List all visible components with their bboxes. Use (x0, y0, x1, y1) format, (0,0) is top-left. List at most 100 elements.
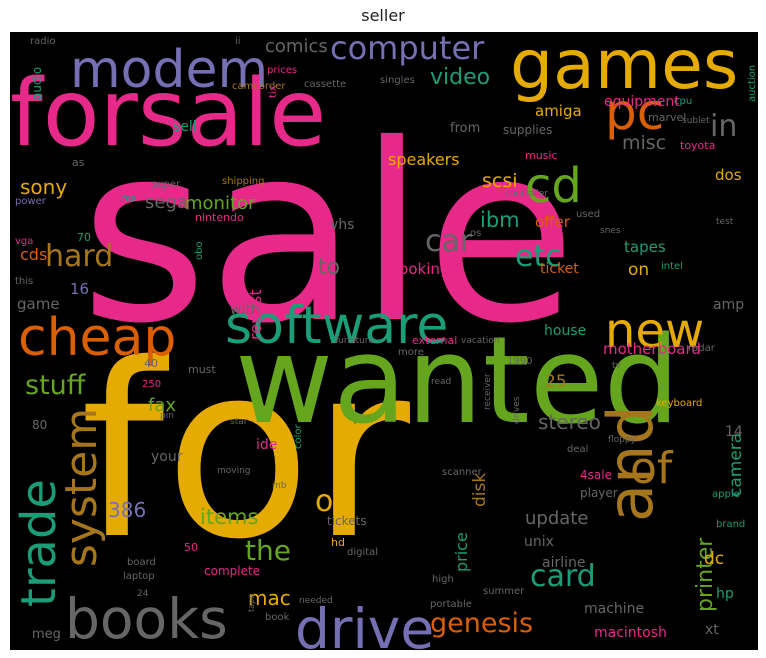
cloud-word: sublet (682, 116, 710, 126)
cloud-word: computer (330, 32, 485, 67)
cloud-word: the (245, 534, 291, 567)
cloud-word: 40 (144, 357, 158, 370)
cloud-word: 16 (70, 280, 90, 298)
cloud-word: apple (712, 489, 740, 500)
cloud-word: supplies (503, 123, 553, 137)
cloud-word: radio (30, 36, 56, 47)
cloud-word: pin (160, 411, 174, 421)
cloud-word: hard (45, 239, 114, 274)
cloud-word: comics (265, 36, 328, 57)
cloud-word: etc (515, 239, 562, 274)
cloud-word: complete (204, 564, 261, 578)
cloud-word: sega (145, 192, 188, 213)
cloud-word: sale (80, 92, 577, 377)
cloud-word: intel (661, 261, 683, 272)
cloud-word: singles (380, 75, 415, 86)
cloud-word: vga (15, 236, 34, 247)
cloud-word: prices (267, 65, 298, 76)
cloud-word: more (398, 347, 424, 358)
cloud-word: fax (148, 395, 177, 416)
cloud-word: vacation (461, 336, 500, 346)
cloud-word: software (225, 296, 449, 356)
cloud-word: for (80, 312, 410, 592)
cloud-word: obo (194, 241, 205, 260)
cloud-word: snes (600, 226, 621, 236)
cloud-word: dos (715, 166, 742, 184)
word-cloud: sale for wanted forsale games modem software ch… (10, 32, 758, 650)
cloud-word: book (265, 612, 290, 623)
cloud-word: 80 (32, 418, 48, 432)
cloud-word: offer (535, 213, 570, 231)
cloud-word: cheap (18, 308, 177, 368)
cloud-word: dc (704, 549, 725, 569)
cloud-word: from (450, 121, 481, 136)
cloud-word: macintosh (594, 625, 667, 641)
cloud-word: cassette (304, 79, 347, 90)
cloud-word: music (525, 149, 558, 162)
cloud-word: cpu (674, 96, 693, 107)
cloud-word: with (230, 302, 260, 318)
cloud-word: cds (20, 245, 48, 264)
cloud-word: stereo (538, 410, 601, 434)
cloud-word: nintendo (195, 211, 244, 224)
cloud-word: mac (248, 586, 291, 610)
cloud-word: video (430, 65, 491, 90)
cloud-word: xt (705, 622, 719, 638)
cloud-word: 25 (545, 372, 567, 392)
cloud-word: audio (30, 66, 44, 100)
cloud-word: misc (622, 132, 667, 154)
cloud-word: unix (524, 534, 554, 550)
cloud-word: laptop (123, 571, 155, 582)
cloud-word: modem (70, 40, 269, 100)
cloud-word: high (432, 574, 454, 585)
cloud-word: mb (272, 481, 287, 491)
cloud-word: motherboard (603, 340, 701, 358)
cloud-word: summer (483, 586, 525, 597)
cloud-word: radar (688, 343, 715, 354)
cloud-word: 70 (77, 231, 91, 244)
cloud-word: in (710, 109, 738, 144)
cloud-word: your (151, 449, 183, 465)
cloud-word: scanner (442, 467, 482, 478)
cloud-word: 50 (184, 541, 198, 554)
cloud-word: price (452, 532, 471, 572)
cloud-word: as (72, 156, 85, 169)
cloud-word: amiga (535, 102, 582, 120)
cloud-word: machine (584, 601, 645, 617)
cloud-word: digital (347, 547, 379, 558)
cloud-word: new (605, 303, 705, 359)
cloud-word: ii (235, 36, 241, 47)
cloud-word: airline (542, 555, 586, 571)
cloud-word: player (580, 486, 618, 500)
cloud-word: used (576, 209, 601, 220)
cloud-word: floppy (608, 435, 636, 445)
cloud-word: ibm (480, 208, 520, 232)
cloud-word: stuff (25, 370, 86, 401)
cloud-word: toyota (680, 139, 716, 152)
cloud-word: amp (713, 297, 745, 313)
cloud-word: equipment (604, 94, 680, 110)
cloud-word: sell (173, 119, 197, 135)
cloud-word: star (230, 417, 248, 427)
cloud-word: hp (716, 586, 734, 602)
cloud-word: pc (605, 83, 665, 141)
cloud-word: furniture (335, 336, 374, 346)
cloud-word: vhs (330, 217, 355, 233)
cloud-word: moving (217, 466, 251, 476)
cloud-word: color (293, 424, 304, 449)
cloud-word: car (425, 224, 473, 259)
cloud-word: tickets (327, 514, 367, 528)
cloud-word: board (127, 557, 156, 568)
cloud-word: house (544, 323, 587, 339)
cloud-word: portable (430, 599, 472, 610)
cloud-word: controller (505, 189, 548, 199)
cloud-word: tv (612, 361, 621, 371)
cloud-word: update (525, 508, 589, 529)
plot-title: seller (361, 6, 405, 25)
cloud-word: tape (247, 593, 256, 612)
cloud-word: looking (395, 260, 450, 278)
cloud-word: power (15, 196, 46, 207)
cloud-word: deal (567, 444, 589, 455)
cloud-word: 1990 (507, 356, 533, 367)
cloud-word: drives (512, 396, 522, 424)
